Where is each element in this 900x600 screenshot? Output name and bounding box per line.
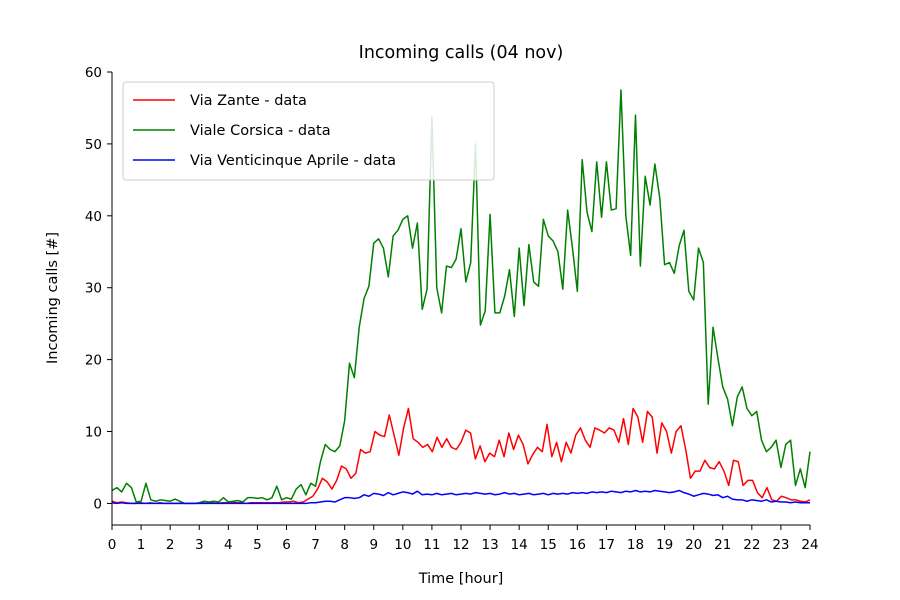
y-axis-label: Incoming calls [#] (45, 232, 61, 364)
y-tick-label: 30 (85, 281, 102, 297)
legend-box (122, 81, 495, 181)
legend-label-via-venticinque-aprile: Via Venticinque Aprile - data (190, 153, 396, 169)
legend: Via Zante - data Viale Corsica - data Vi… (122, 81, 495, 181)
x-tick-label: 24 (801, 537, 818, 553)
x-axis-label: Time [hour] (418, 571, 504, 587)
x-tick-label: 16 (569, 537, 586, 553)
y-tick-label: 0 (93, 496, 102, 512)
y-tick-label: 60 (85, 65, 102, 81)
x-tick-label: 10 (394, 537, 411, 553)
y-tick-label: 20 (85, 353, 102, 369)
x-tick-label: 20 (685, 537, 702, 553)
x-tick-label: 1 (137, 537, 146, 553)
x-tick-label: 6 (282, 537, 291, 553)
x-tick-label: 11 (423, 537, 440, 553)
plot-area (111, 89, 811, 505)
x-tick-label: 19 (656, 537, 673, 553)
x-tick-label: 23 (772, 537, 789, 553)
x-tick-label: 5 (253, 537, 262, 553)
x-ticks: 0 1 2 3 4 5 6 7 8 9 10 11 12 13 14 15 16 17 18 19 20 21 22 23 24 (108, 525, 819, 553)
legend-label-viale-corsica: Viale Corsica - data (190, 123, 331, 139)
x-tick-label: 4 (224, 537, 233, 553)
x-tick-label: 22 (743, 537, 760, 553)
legend-label-via-zante: Via Zante - data (190, 93, 307, 109)
series-line-via-zante (111, 407, 811, 505)
x-tick-label: 2 (166, 537, 175, 553)
x-tick-label: 14 (511, 537, 528, 553)
series-line-viale-corsica (111, 89, 811, 505)
x-tick-label: 12 (452, 537, 469, 553)
chart-title: Incoming calls (04 nov) (359, 43, 564, 63)
x-tick-label: 7 (311, 537, 320, 553)
y-tick-label: 10 (85, 425, 102, 441)
x-tick-label: 17 (598, 537, 615, 553)
x-tick-label: 0 (108, 537, 117, 553)
x-tick-label: 13 (481, 537, 498, 553)
y-ticks: 0 10 20 30 40 50 60 (85, 65, 112, 512)
x-tick-label: 21 (714, 537, 731, 553)
y-tick-label: 40 (85, 209, 102, 225)
x-tick-label: 9 (369, 537, 378, 553)
x-tick-label: 15 (540, 537, 557, 553)
x-tick-label: 8 (340, 537, 349, 553)
x-tick-label: 18 (627, 537, 644, 553)
series-line-via-venticinque-aprile (111, 489, 810, 505)
x-tick-label: 3 (195, 537, 204, 553)
y-tick-label: 50 (85, 137, 102, 153)
